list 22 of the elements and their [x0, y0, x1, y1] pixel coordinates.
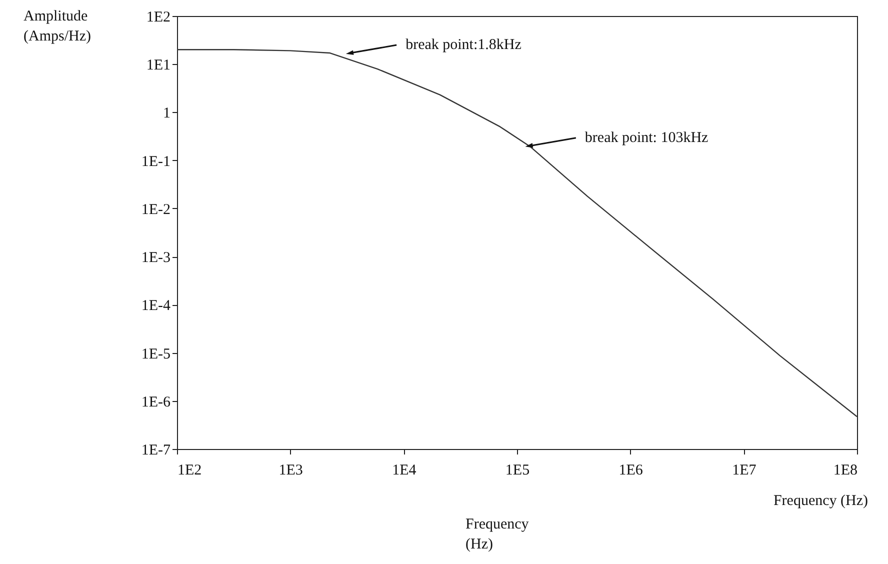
y-tick-label: 1E-5: [141, 346, 170, 362]
y-tick-label: 1E-6: [141, 394, 171, 410]
annotation: break point: 103kHz: [584, 130, 709, 146]
x-tick-label: 1E3: [278, 462, 303, 478]
x-tick-label: 1E7: [732, 462, 757, 478]
y-tick-label: 1E-3: [141, 250, 170, 266]
annotation: break point:1.8kHz: [406, 37, 522, 54]
x-tick-label: 1E8: [833, 462, 858, 478]
x-tick-label: 1E5: [505, 462, 530, 478]
y-tick-label: 1E-1: [141, 154, 170, 170]
y-axis-title: Amplitude (Amps/Hz): [24, 8, 91, 44]
y-tick-label: 1E-4: [141, 298, 171, 314]
y-tick-label: 1E2: [146, 10, 170, 26]
x-tick-label: 1E6: [618, 462, 644, 478]
y-tick-label: 1E-2: [141, 202, 170, 218]
x-axis-title: Frequency (Hz): [466, 516, 530, 552]
text: Frequency (Hz): [773, 493, 868, 509]
x-tick-label: 1E4: [392, 462, 417, 478]
x-tick-label: 1E2: [178, 462, 202, 478]
y-tick-label: 1E1: [146, 58, 170, 74]
y-tick-label: 1: [163, 106, 170, 122]
y-tick-label: 1E-7: [141, 442, 171, 458]
